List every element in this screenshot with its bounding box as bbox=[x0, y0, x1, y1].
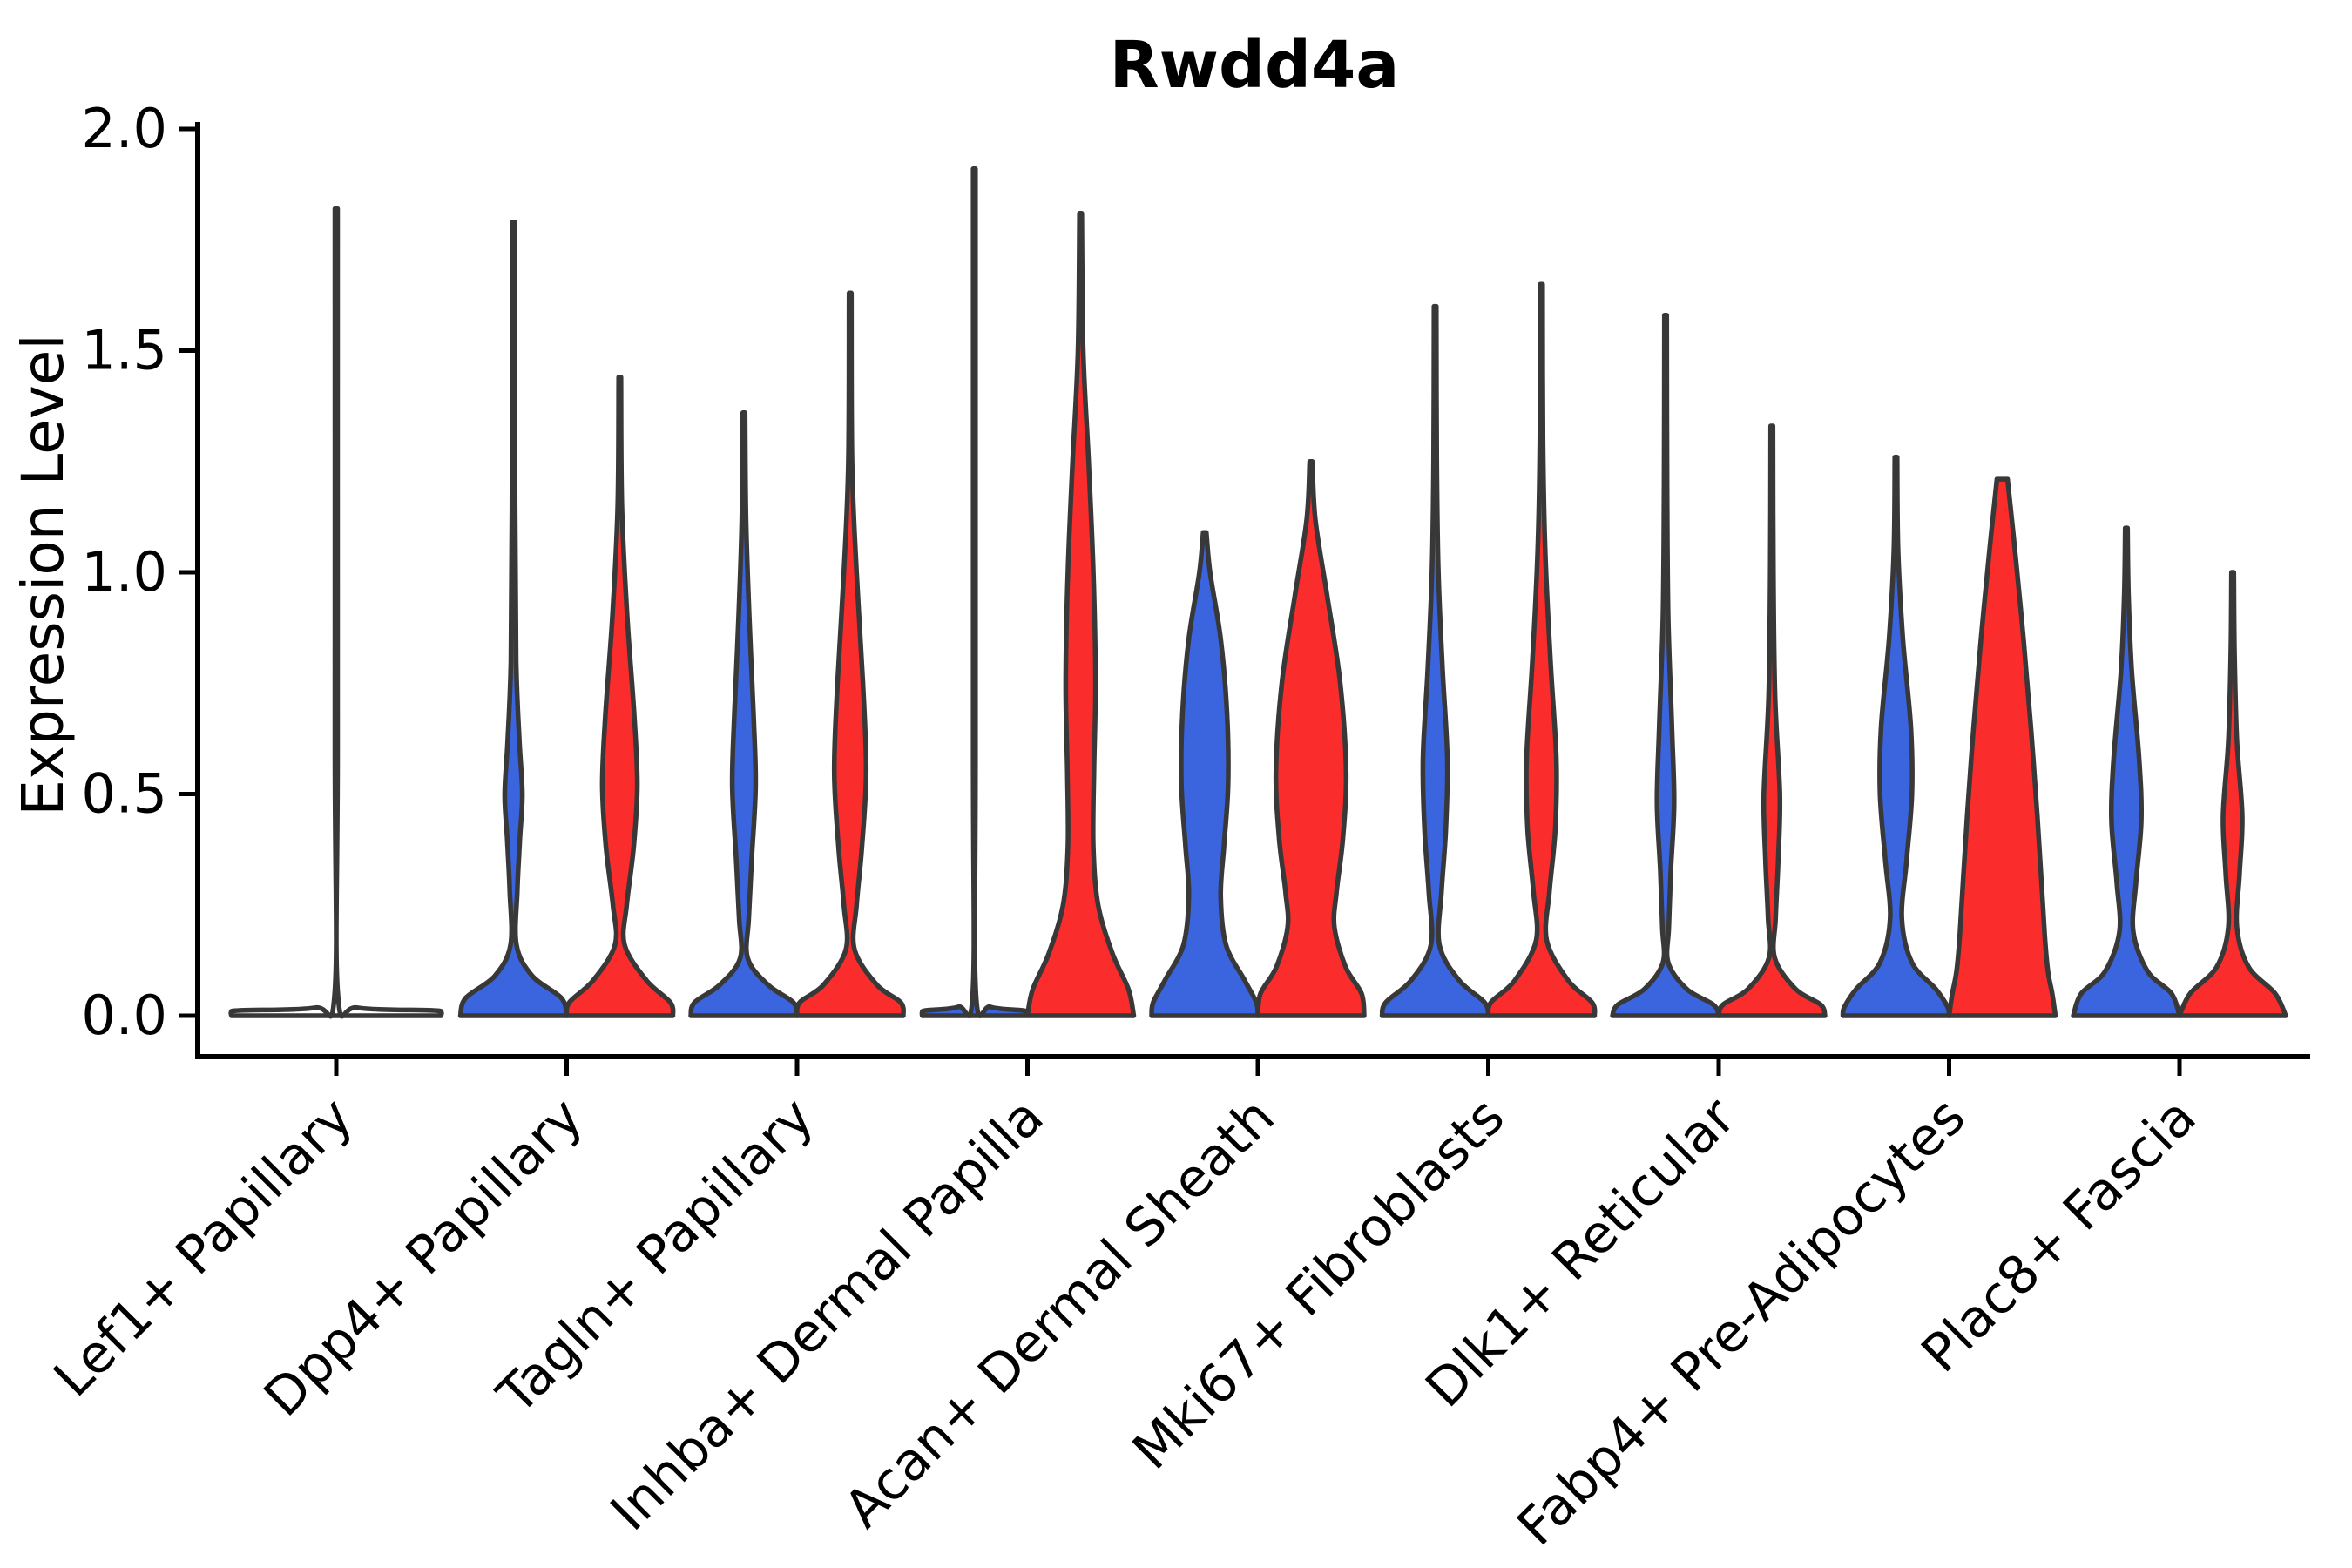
x-tick-label-inhba: Inhba+ Dermal Papilla bbox=[599, 1086, 1056, 1543]
x-ticks bbox=[334, 1057, 2182, 1076]
violin-fabp4-blue bbox=[1840, 454, 1952, 1018]
plot-title: Rwdd4a bbox=[1110, 28, 1400, 103]
y-tick-label: 2.0 bbox=[81, 97, 167, 160]
violin-mki67-red bbox=[1485, 281, 1598, 1018]
violin-plac8-red bbox=[2177, 570, 2288, 1018]
y-tick-label: 1.5 bbox=[81, 319, 167, 382]
x-tick-label-acan: Acan+ Dermal Sheath bbox=[833, 1086, 1287, 1540]
violin-acan-red bbox=[1255, 459, 1367, 1018]
x-tick-label-mki67: Mki67+ Fibroblasts bbox=[1121, 1086, 1517, 1482]
violin-inhba-blue bbox=[919, 166, 1030, 1019]
violin-dlk1-blue bbox=[1610, 313, 1721, 1018]
y-axis-label: Expression Level bbox=[10, 334, 77, 815]
violin-acan-blue bbox=[1149, 530, 1260, 1018]
y-ticks bbox=[179, 126, 198, 1018]
violin-tagln-blue bbox=[688, 410, 800, 1018]
violin-tagln-red bbox=[794, 290, 906, 1018]
violin-fabp4-red bbox=[1946, 476, 2058, 1018]
violin-mki67-blue bbox=[1379, 303, 1491, 1018]
violin-inhba-red bbox=[1024, 210, 1137, 1018]
x-tick-labels: Lef1+ Papillary Dpp4+ Papillary Tagln+ P… bbox=[43, 1086, 2208, 1558]
violin-shapes bbox=[228, 166, 2288, 1019]
violin-dpp4-blue bbox=[457, 220, 570, 1018]
violin-dlk1-red bbox=[1716, 423, 1828, 1018]
y-tick-labels: 0.0 0.5 1.0 1.5 2.0 bbox=[81, 97, 167, 1047]
y-tick-label: 0.5 bbox=[81, 762, 167, 826]
y-tick-label: 0.0 bbox=[81, 983, 167, 1047]
violin-plac8-blue bbox=[2071, 525, 2182, 1018]
y-tick-label: 1.0 bbox=[81, 540, 167, 604]
x-tick-label-fabp4: Fabp4+ Pre-Adipocytes bbox=[1506, 1086, 1977, 1558]
violin-dpp4-red bbox=[564, 375, 676, 1018]
violin-lef1-single bbox=[228, 206, 444, 1019]
